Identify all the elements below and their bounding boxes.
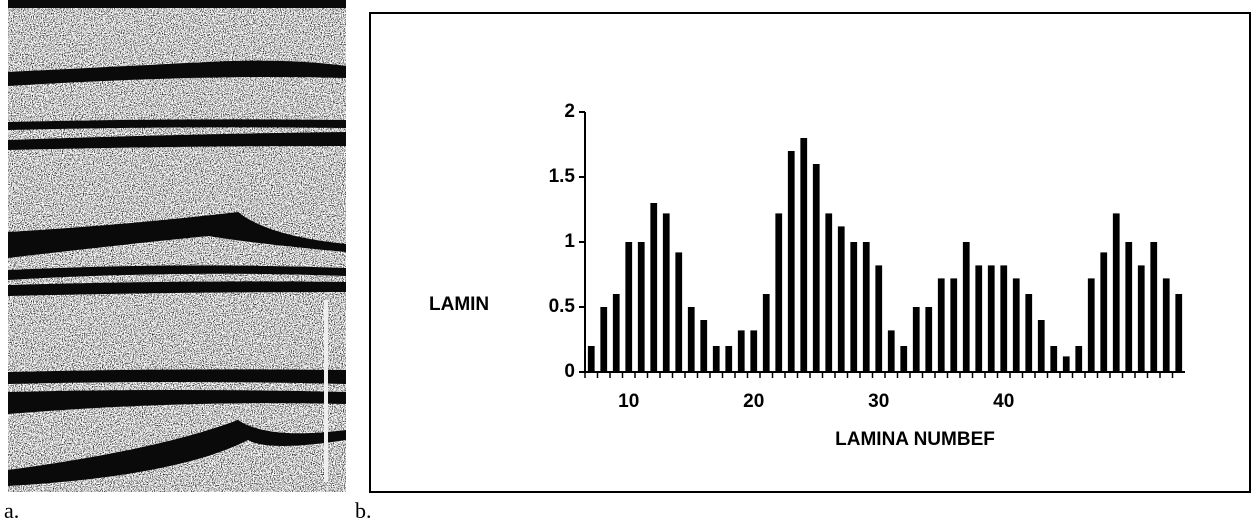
x-axis-label: LAMINA NUMBEF	[835, 429, 995, 450]
bar	[1087, 278, 1095, 372]
bar	[987, 265, 995, 372]
bar	[1137, 265, 1145, 372]
bar	[900, 346, 908, 372]
bar	[1112, 213, 1120, 372]
bar	[1000, 265, 1008, 372]
y-tick-label: 1.5	[549, 166, 576, 187]
x-tick-label: 30	[868, 391, 889, 412]
bar	[687, 307, 695, 372]
y-tick-label: 0	[564, 361, 575, 382]
bar	[825, 213, 833, 372]
bar	[650, 203, 658, 372]
bar	[837, 226, 845, 372]
panel-label: b.	[355, 498, 372, 523]
bar	[800, 138, 808, 372]
bar	[775, 213, 783, 372]
bar	[700, 320, 708, 372]
bar	[1100, 252, 1108, 372]
bar	[600, 307, 608, 372]
bar	[725, 346, 733, 372]
bar	[1037, 320, 1045, 372]
bar	[1125, 242, 1133, 372]
bar	[1050, 346, 1058, 372]
y-axis-label: LAMIN	[429, 294, 489, 315]
bar	[850, 242, 858, 372]
bar	[675, 252, 683, 372]
bar	[637, 242, 645, 372]
bar	[612, 294, 620, 372]
y-tick-label: 0.5	[549, 296, 576, 317]
bar	[662, 213, 670, 372]
bar	[862, 242, 870, 372]
bar	[1025, 294, 1033, 372]
bar	[812, 164, 820, 372]
x-tick-label: 10	[618, 391, 639, 412]
chart: LAMIN LAMINA NUMBEF 0 0.5 1 1.5 2 10 20 30 40	[369, 12, 1251, 493]
bar	[625, 242, 633, 372]
bar	[962, 242, 970, 372]
bar	[950, 278, 958, 372]
bar	[937, 278, 945, 372]
x-tick-label: 40	[993, 391, 1014, 412]
y-tick-label: 1	[564, 231, 575, 252]
bar	[750, 330, 758, 372]
bar	[887, 330, 895, 372]
bar	[587, 346, 595, 372]
bar	[975, 265, 983, 372]
bar	[1162, 278, 1170, 372]
bar	[787, 151, 795, 372]
bar	[762, 294, 770, 372]
bar	[1075, 346, 1083, 372]
bar	[875, 265, 883, 372]
lamina-photo	[8, 0, 346, 492]
x-tick-label: 20	[743, 391, 764, 412]
bar	[1062, 356, 1070, 372]
bar	[912, 307, 920, 372]
y-tick-label: 2	[564, 101, 575, 122]
bar	[1175, 294, 1183, 372]
bar	[737, 330, 745, 372]
bar	[1150, 242, 1158, 372]
bar	[712, 346, 720, 372]
panel-label: a.	[4, 498, 20, 523]
bar	[925, 307, 933, 372]
bar	[1012, 278, 1020, 372]
